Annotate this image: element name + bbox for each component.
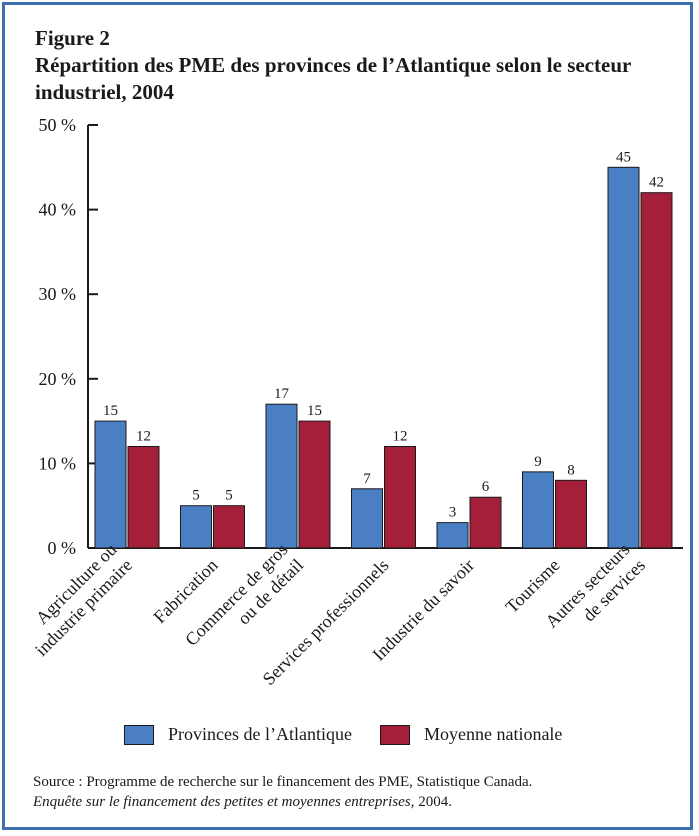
data-label: 7 bbox=[363, 471, 371, 487]
data-label: 5 bbox=[225, 488, 233, 504]
figure-label: Figure 2 bbox=[35, 26, 110, 50]
chart-bars bbox=[94, 166, 673, 549]
data-label: 9 bbox=[534, 454, 542, 470]
y-tick-label: 30 % bbox=[39, 284, 77, 304]
data-label: 3 bbox=[449, 505, 457, 521]
bar-atlantic bbox=[94, 420, 127, 549]
y-tick-label: 20 % bbox=[39, 369, 77, 389]
source-line-1: Source : Programme de recherche sur le f… bbox=[33, 774, 533, 790]
data-label: 17 bbox=[274, 386, 290, 402]
bar-atlantic bbox=[522, 471, 554, 549]
bar-atlantic bbox=[436, 522, 469, 549]
legend-item-national: Moyenne nationale bbox=[379, 724, 563, 745]
y-tick-label: 10 % bbox=[39, 453, 77, 473]
bar-atlantic bbox=[607, 166, 640, 549]
bar-atlantic bbox=[265, 403, 298, 549]
figure-frame bbox=[2, 2, 693, 830]
bar-national bbox=[127, 445, 160, 549]
data-label: 15 bbox=[307, 403, 322, 419]
data-label: 5 bbox=[192, 488, 200, 504]
legend-label-atlantic: Provinces de l’Atlantique bbox=[168, 724, 352, 744]
bar-national bbox=[640, 192, 673, 549]
y-tick-label: 0 % bbox=[48, 538, 77, 558]
data-label: 12 bbox=[136, 428, 151, 444]
bar-national bbox=[469, 496, 502, 549]
source-line-2: Enquête sur le financement des petites e… bbox=[33, 792, 532, 812]
bar-atlantic bbox=[180, 505, 212, 549]
data-label: 45 bbox=[616, 149, 631, 165]
bar-national bbox=[555, 479, 587, 549]
source-note: Source : Programme de recherche sur le f… bbox=[33, 772, 532, 812]
legend-swatch-national bbox=[379, 724, 410, 745]
y-tick-label: 40 % bbox=[39, 200, 77, 220]
data-label: 12 bbox=[393, 428, 408, 444]
bar-national bbox=[298, 420, 331, 549]
chart-title: Répartition des PME des provinces de l’A… bbox=[35, 53, 631, 104]
source-year: 2004. bbox=[414, 794, 452, 810]
data-label: 15 bbox=[103, 403, 118, 419]
legend-label-national: Moyenne nationale bbox=[423, 724, 563, 744]
y-tick-label: 50 % bbox=[39, 115, 77, 135]
legend: Provinces de l’Atlantique Moyenne nation… bbox=[124, 724, 590, 745]
bar-national bbox=[384, 445, 416, 549]
data-label: 42 bbox=[649, 175, 664, 191]
bar-national bbox=[213, 505, 245, 549]
data-label: 8 bbox=[567, 462, 575, 478]
data-label: 6 bbox=[482, 479, 490, 495]
bar-atlantic bbox=[351, 488, 383, 549]
legend-swatch-atlantic bbox=[124, 724, 154, 745]
legend-item-atlantic: Provinces de l’Atlantique bbox=[124, 724, 352, 745]
source-survey-title: Enquête sur le financement des petites e… bbox=[33, 794, 415, 810]
